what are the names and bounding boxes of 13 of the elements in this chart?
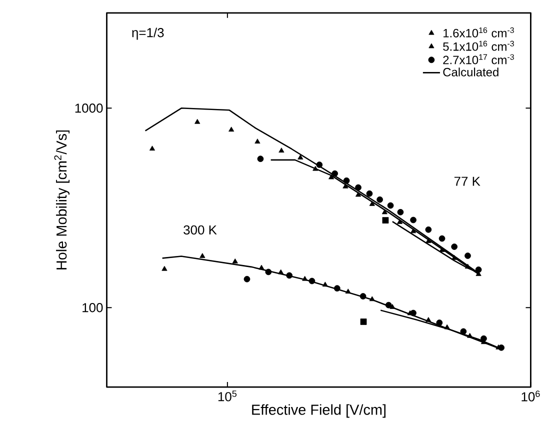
y-tick-label: 100: [82, 303, 103, 312]
y-tick-label: 1000: [75, 104, 103, 113]
x-tick-label: 10$^{6}$: [522, 390, 540, 402]
legend-label: 5.1x10$^{16}$ cm$^{-3}$: [443, 40, 514, 51]
x-tick-label: 10$^{5}$: [218, 390, 237, 402]
legend-label: 2.7x10$^{17}$ cm$^{-3}$: [443, 54, 514, 64]
annotation: 77 K: [454, 176, 480, 186]
legend-label: 1.6x10$^{16}$ cm$^{-3}$: [444, 27, 514, 38]
legend-label: Calculated: [443, 68, 498, 76]
annotation: η=1/3: [132, 28, 164, 40]
y-axis-title: Hole Mobility [cm$^{2}$/Vs]: [54, 130, 70, 270]
annotation: 300 K: [184, 225, 217, 235]
x-axis-title: Effective Field [V/cm]: [252, 404, 386, 418]
